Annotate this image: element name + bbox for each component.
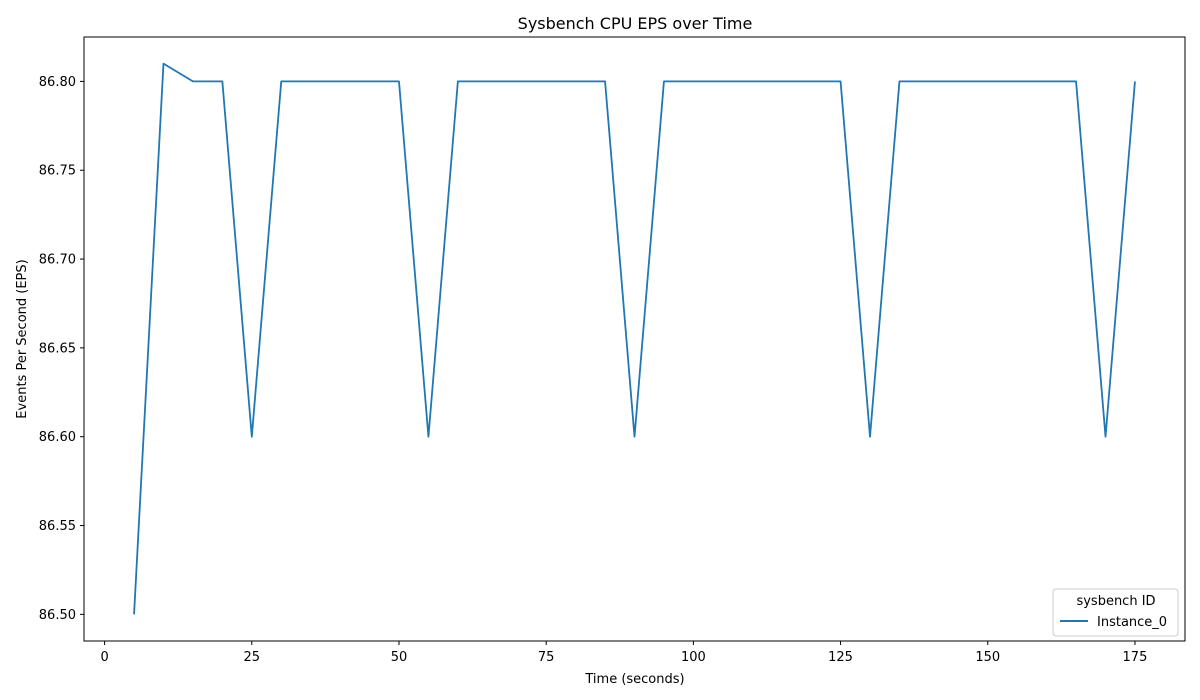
- y-tick-label: 86.50: [39, 608, 76, 623]
- series-line-0: [133, 62, 1136, 615]
- axes-frame: [83, 36, 1186, 642]
- y-axis-label: Events Per Second (EPS): [15, 259, 30, 418]
- x-tick-label: 150: [975, 650, 1000, 665]
- y-axis-ticks: 86.50 86.55 86.60 86.65 86.70 86.75 86.80: [39, 75, 84, 623]
- y-tick-label: 86.80: [39, 75, 76, 90]
- x-axis-ticks: 0 25 50 75 100 125 150 175: [100, 641, 1147, 665]
- x-tick-label: 100: [681, 650, 706, 665]
- legend-box: [1052, 588, 1179, 637]
- legend-title: sysbench ID: [1076, 594, 1155, 609]
- y-tick-label: 86.75: [39, 164, 76, 179]
- y-tick-label: 86.55: [39, 519, 76, 534]
- x-tick-label: 0: [100, 650, 108, 665]
- y-tick-label: 86.60: [39, 430, 76, 445]
- x-tick-label: 50: [391, 650, 408, 665]
- x-tick-label: 25: [244, 650, 261, 665]
- series-layer: [133, 62, 1136, 615]
- x-tick-label: 75: [538, 650, 555, 665]
- legend: sysbench ID Instance_0: [1052, 588, 1179, 637]
- x-tick-label: 125: [828, 650, 853, 665]
- x-tick-label: 175: [1123, 650, 1148, 665]
- legend-label-instance-0: Instance_0: [1097, 615, 1167, 630]
- plot-area: [83, 36, 1186, 642]
- y-tick-label: 86.65: [39, 341, 76, 356]
- y-tick-label: 86.70: [39, 253, 76, 268]
- x-axis-label: Time (seconds): [584, 672, 684, 687]
- chart-title: Sysbench CPU EPS over Time: [518, 14, 753, 33]
